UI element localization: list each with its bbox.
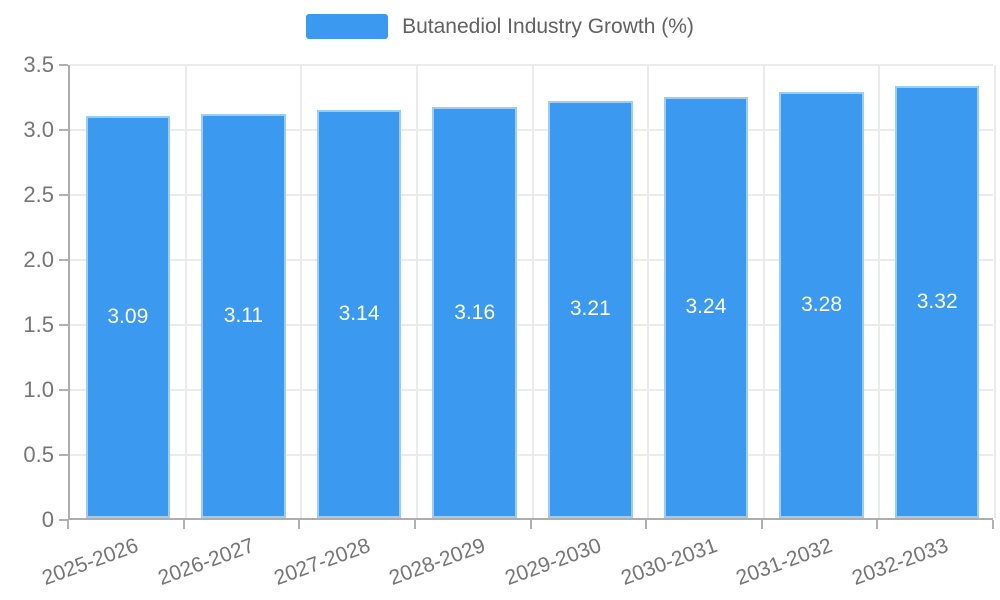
x-axis-label[interactable]: 2030-2031: [617, 534, 720, 590]
x-axis-label[interactable]: 2027-2028: [270, 534, 373, 590]
bar[interactable]: 3.09: [85, 116, 171, 518]
gridline-vertical: [762, 65, 765, 518]
bar-value-label: 3.11: [223, 303, 264, 327]
y-axis-label: 0.5: [23, 442, 54, 467]
bar-value-label: 3.21: [569, 297, 611, 321]
y-axis-label: 3.5: [23, 52, 54, 77]
bar-value-label: 3.32: [916, 290, 958, 314]
y-axis-label: 1.0: [23, 377, 54, 402]
x-axis-label[interactable]: 2029-2030: [501, 534, 605, 590]
y-axis-label: 0: [41, 507, 54, 532]
x-axis-tick: [876, 520, 879, 529]
x-axis-tick: [182, 520, 185, 529]
x-axis-tick: [529, 520, 532, 529]
legend-label[interactable]: Butanediol Industry Growth (%): [402, 14, 694, 38]
gridline-vertical: [647, 65, 650, 518]
y-axis-tick: [59, 389, 68, 391]
y-axis-tick: [59, 259, 68, 261]
y-axis-tick: [59, 454, 68, 456]
x-axis-tick: [298, 520, 301, 529]
y-axis-label: 3.0: [23, 117, 54, 142]
y-axis-tick: [59, 194, 68, 196]
y-axis-tick: [59, 64, 68, 66]
x-axis-tick: [760, 520, 763, 529]
gridline-vertical: [994, 65, 996, 518]
bar[interactable]: 3.11: [201, 113, 286, 518]
gridline-vertical: [415, 65, 418, 518]
legend-swatch-icon[interactable]: [306, 14, 389, 39]
y-axis-label: 1.5: [23, 312, 54, 337]
gridline-vertical: [184, 65, 187, 518]
x-axis-label[interactable]: 2026-2027: [155, 534, 258, 590]
x-axis-tick: [645, 520, 648, 529]
gridline-vertical: [878, 65, 881, 518]
x-axis-tick: [992, 520, 994, 529]
x-axis-label[interactable]: 2025-2026: [39, 534, 142, 590]
bar[interactable]: 3.24: [663, 96, 749, 518]
x-axis-tick: [67, 520, 69, 529]
gridline-vertical: [531, 65, 534, 518]
bar[interactable]: 3.14: [316, 109, 402, 518]
y-axis-tick: [59, 324, 68, 326]
bar-value-label: 3.28: [801, 292, 842, 316]
bar-value-label: 3.16: [454, 300, 496, 324]
bar[interactable]: 3.32: [894, 86, 980, 518]
bar-value-label: 3.24: [685, 295, 727, 319]
x-axis-label[interactable]: 2032-2033: [848, 534, 952, 590]
x-axis-tick: [413, 520, 416, 529]
bar[interactable]: 3.28: [779, 91, 864, 518]
chart-legend: Butanediol Industry Growth (%): [0, 14, 1000, 39]
bar[interactable]: 3.21: [548, 100, 633, 518]
bar[interactable]: 3.16: [432, 107, 517, 518]
y-axis-label: 2.5: [23, 182, 54, 207]
bar-value-label: 3.14: [338, 301, 380, 325]
x-axis-label[interactable]: 2031-2032: [733, 534, 836, 590]
y-axis-tick: [59, 129, 68, 131]
gridline-vertical: [300, 65, 303, 518]
y-axis-label: 2.0: [23, 247, 54, 272]
plot-area: 3.09 3.11 3.14 3.16 3.21 3.24 3.28 3.32: [68, 64, 996, 520]
x-axis-label[interactable]: 2028-2029: [386, 534, 489, 590]
y-axis-tick: [59, 519, 68, 521]
bar-value-label: 3.09: [107, 305, 149, 329]
